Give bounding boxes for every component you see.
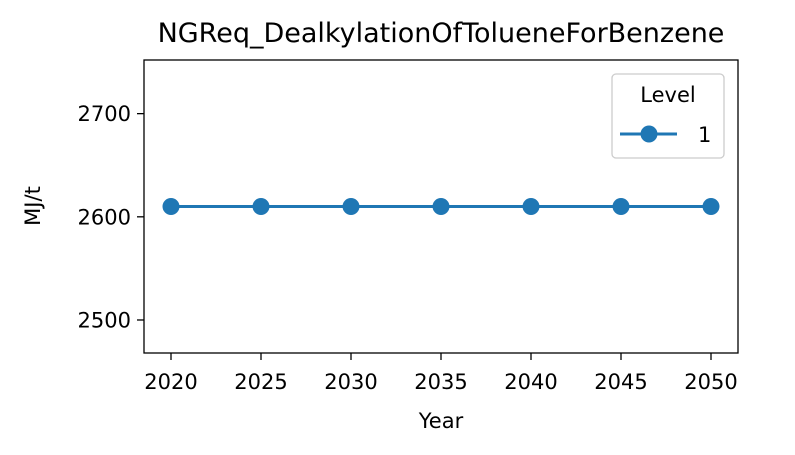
x-tick-label: 2045 (594, 370, 647, 394)
data-point (612, 198, 630, 215)
data-point (162, 198, 180, 215)
y-tick-label: 2500 (78, 308, 131, 332)
y-tick-label: 2600 (78, 205, 131, 229)
x-tick-label: 2025 (234, 370, 287, 394)
x-tick-label: 2030 (324, 370, 377, 394)
data-point (522, 198, 540, 215)
chart-title: NGReq_DealkylationOfTolueneForBenzene (158, 18, 725, 49)
legend-series-marker (640, 125, 658, 143)
plot-area (162, 198, 720, 215)
data-point (702, 198, 720, 215)
legend-series-label: 1 (698, 123, 711, 147)
legend-frame (611, 73, 725, 159)
legend-title: Level (640, 83, 695, 107)
x-axis-label: Year (418, 409, 464, 433)
data-point (252, 198, 270, 215)
y-axis-label: MJ/t (21, 186, 45, 226)
x-tick-label: 2050 (684, 370, 737, 394)
x-tick-label: 2020 (144, 370, 197, 394)
y-axis: 2500 2600 2700 (78, 102, 144, 332)
x-tick-label: 2040 (504, 370, 557, 394)
x-tick-label: 2035 (414, 370, 467, 394)
data-point (432, 198, 450, 215)
x-axis: 2020 2025 2030 2035 2040 2045 2050 (144, 353, 738, 394)
legend: Level 1 (611, 73, 725, 159)
y-tick-label: 2700 (78, 102, 131, 126)
data-point (342, 198, 360, 215)
